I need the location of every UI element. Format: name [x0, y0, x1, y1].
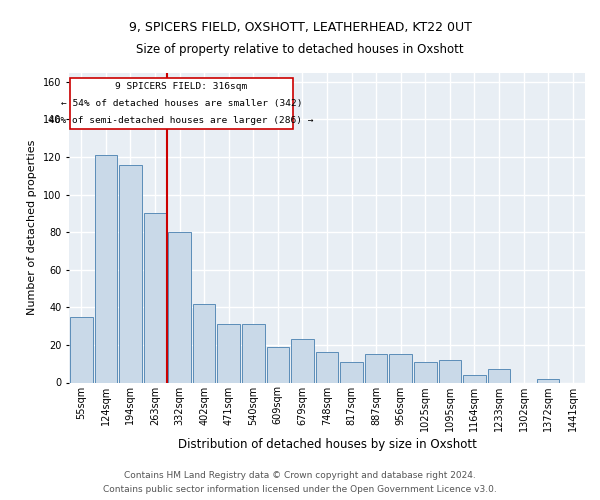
Text: 46% of semi-detached houses are larger (286) →: 46% of semi-detached houses are larger (…	[49, 116, 314, 125]
Bar	[537, 378, 559, 382]
Bar	[340, 362, 363, 382]
Text: Contains public sector information licensed under the Open Government Licence v3: Contains public sector information licen…	[103, 484, 497, 494]
Bar	[389, 354, 412, 382]
Text: 9 SPICERS FIELD: 316sqm: 9 SPICERS FIELD: 316sqm	[115, 82, 248, 91]
FancyBboxPatch shape	[70, 78, 293, 129]
Bar	[217, 324, 240, 382]
Bar	[266, 347, 289, 382]
Bar	[143, 214, 166, 382]
Text: 9, SPICERS FIELD, OXSHOTT, LEATHERHEAD, KT22 0UT: 9, SPICERS FIELD, OXSHOTT, LEATHERHEAD, …	[128, 21, 472, 34]
Bar	[365, 354, 388, 382]
Bar	[193, 304, 215, 382]
Bar	[95, 155, 117, 382]
X-axis label: Distribution of detached houses by size in Oxshott: Distribution of detached houses by size …	[178, 438, 476, 450]
Y-axis label: Number of detached properties: Number of detached properties	[28, 140, 37, 315]
Text: Contains HM Land Registry data © Crown copyright and database right 2024.: Contains HM Land Registry data © Crown c…	[124, 472, 476, 480]
Bar	[463, 375, 486, 382]
Bar	[242, 324, 265, 382]
Bar	[291, 340, 314, 382]
Bar	[414, 362, 437, 382]
Bar	[439, 360, 461, 382]
Bar	[119, 164, 142, 382]
Text: ← 54% of detached houses are smaller (342): ← 54% of detached houses are smaller (34…	[61, 99, 302, 108]
Bar	[70, 316, 92, 382]
Bar	[488, 370, 511, 382]
Bar	[316, 352, 338, 382]
Text: Size of property relative to detached houses in Oxshott: Size of property relative to detached ho…	[136, 44, 464, 57]
Bar	[168, 232, 191, 382]
